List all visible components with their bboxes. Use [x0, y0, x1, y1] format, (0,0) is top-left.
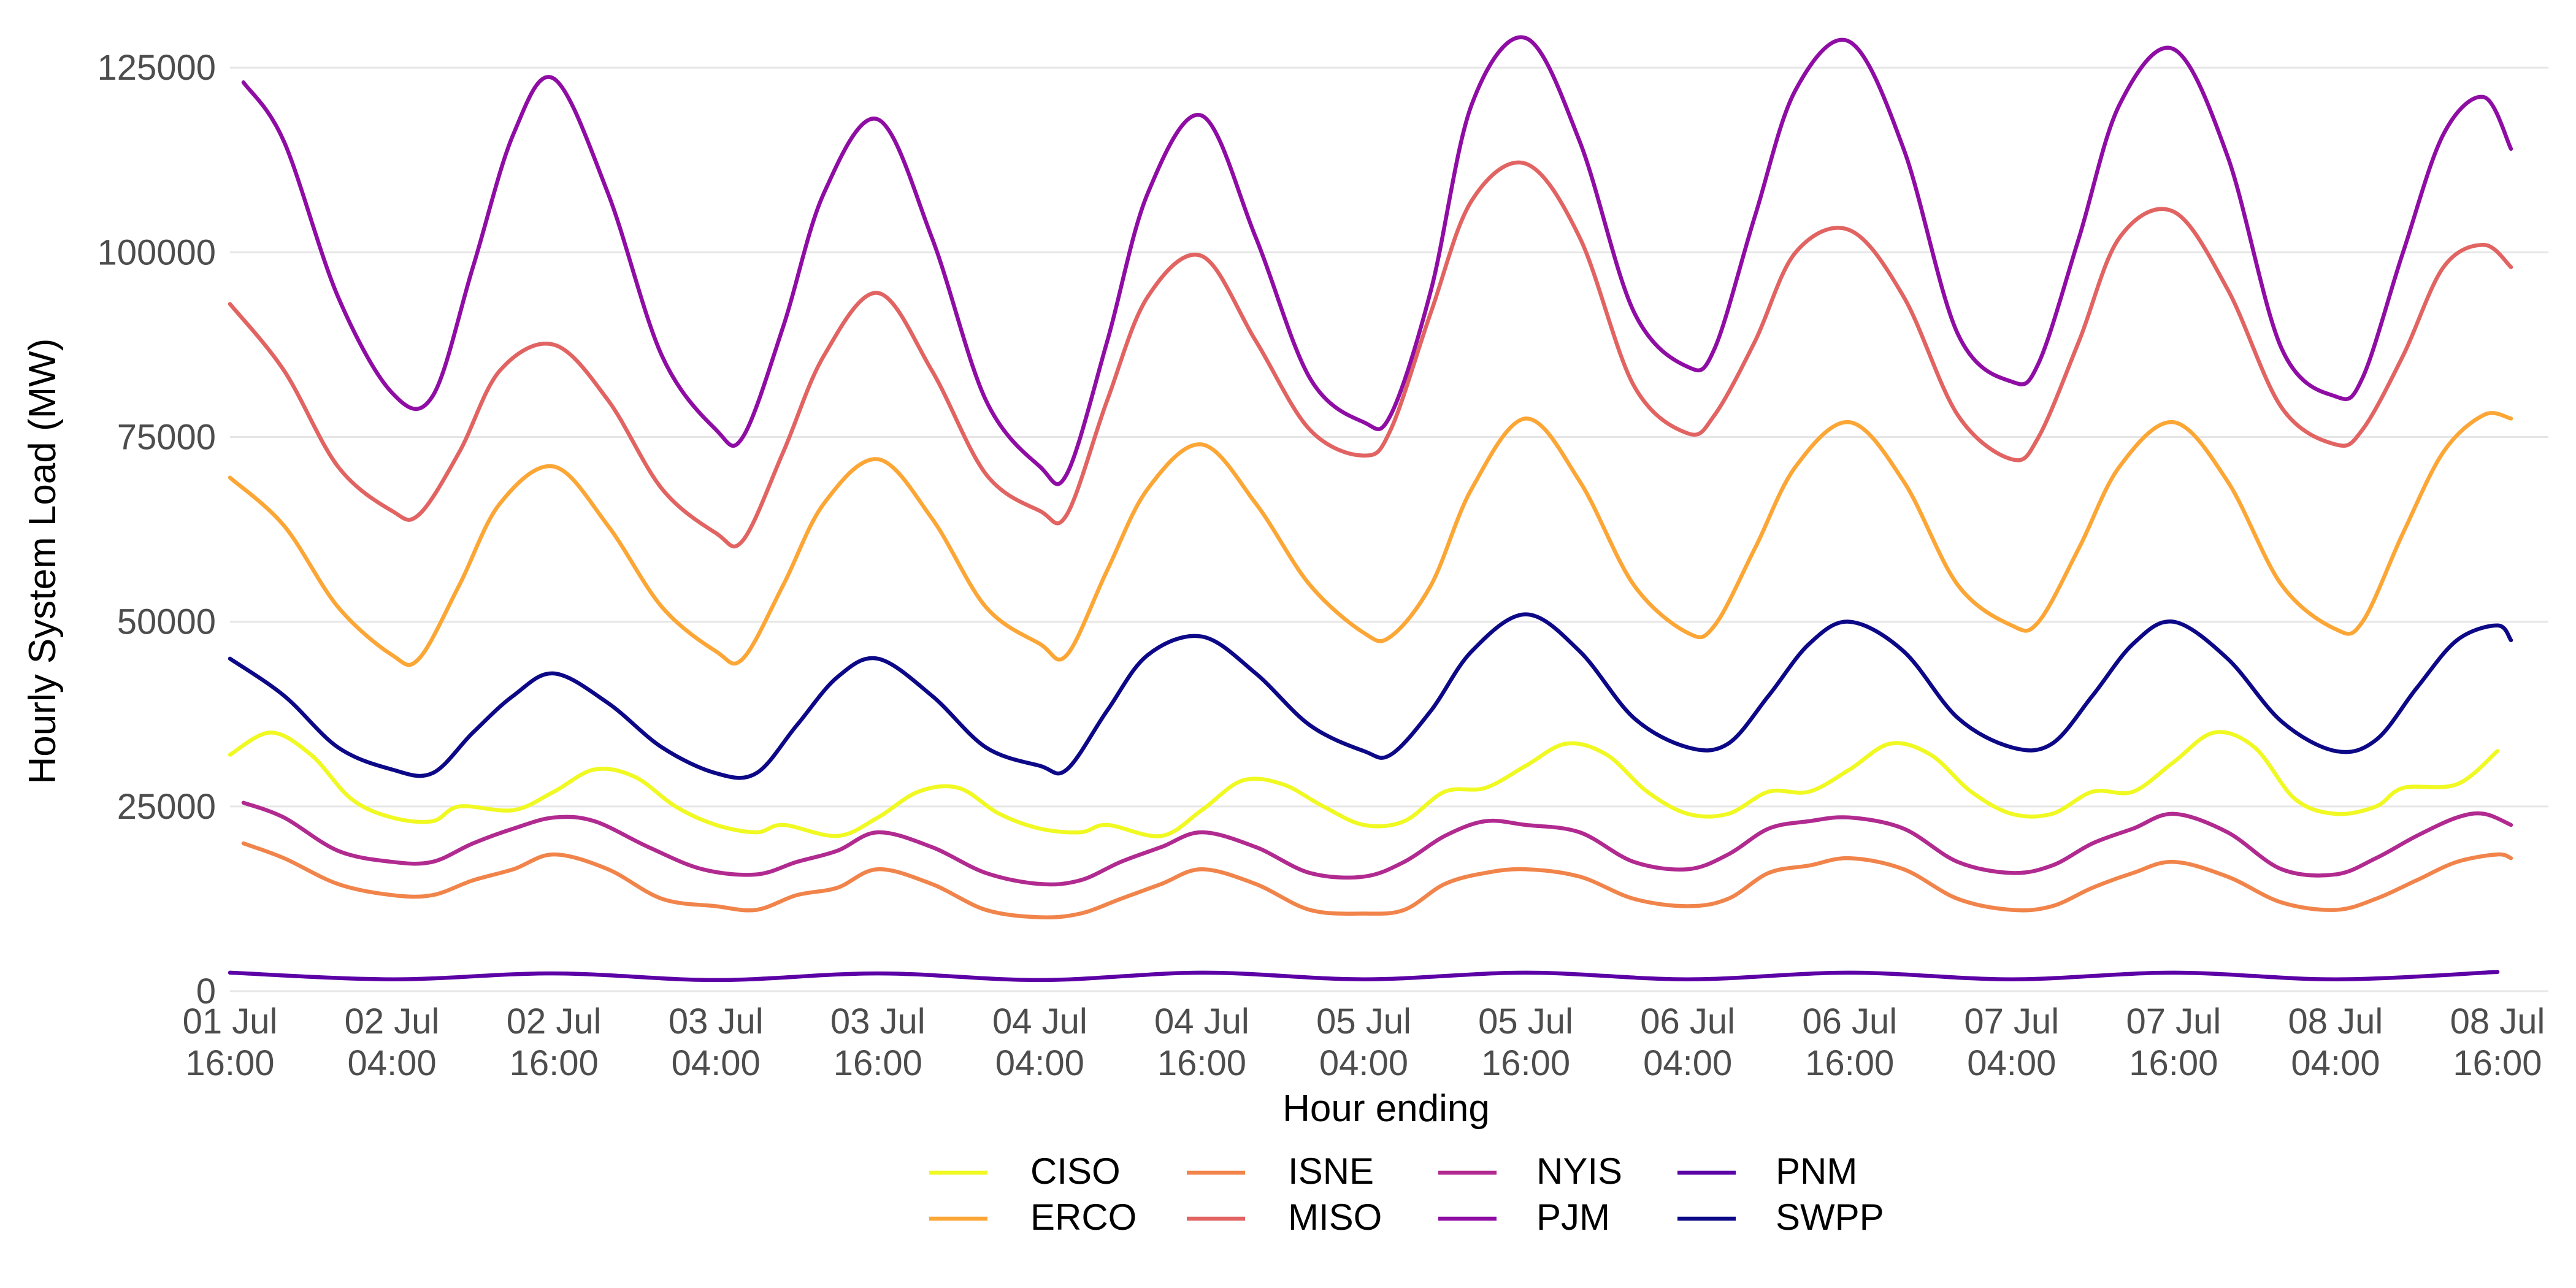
legend-item-ciso: CISO: [929, 1151, 1121, 1192]
x-tick-time: 16:00: [2129, 1043, 2218, 1083]
x-tick-date: 04 Jul: [992, 1002, 1087, 1041]
x-tick-time: 16:00: [1157, 1043, 1246, 1083]
x-tick-time: 16:00: [1481, 1043, 1570, 1083]
x-tick-time: 04:00: [1319, 1043, 1408, 1083]
legend-item-isne: ISNE: [1187, 1151, 1374, 1192]
x-tick-time: 04:00: [2291, 1043, 2380, 1083]
legend-label: ERCO: [1030, 1197, 1137, 1238]
series-line-pnm: [228, 970, 2500, 983]
x-tick-date: 08 Jul: [2288, 1002, 2383, 1041]
legend-item-miso: MISO: [1187, 1197, 1382, 1238]
x-axis-title: Hour ending: [1282, 1087, 1490, 1130]
series-line-nyis: [241, 800, 2513, 887]
x-tick-time: 04:00: [1967, 1043, 2056, 1083]
legend-label: ISNE: [1288, 1151, 1374, 1192]
x-tick-date: 05 Jul: [1316, 1002, 1411, 1041]
x-tick-time: 16:00: [185, 1043, 274, 1083]
x-tick-date: 02 Jul: [507, 1002, 602, 1041]
y-axis: 0 25000 50000 75000 100000 125000: [97, 48, 216, 1011]
x-tick-time: 04:00: [995, 1043, 1084, 1083]
x-tick-time: 16:00: [2453, 1043, 2542, 1083]
series-layer: [228, 35, 2513, 983]
legend-item-nyis: NYIS: [1438, 1151, 1622, 1192]
y-tick-label: 75000: [117, 418, 216, 458]
x-tick-date: 06 Jul: [1802, 1002, 1897, 1041]
x-tick-date: 03 Jul: [830, 1002, 926, 1041]
series-line-swpp: [228, 612, 2513, 780]
x-tick-date: 08 Jul: [2450, 1002, 2545, 1041]
x-tick-date: 07 Jul: [1964, 1002, 2059, 1041]
x-tick-date: 07 Jul: [2126, 1002, 2221, 1041]
y-tick-label: 125000: [97, 48, 216, 88]
x-tick-time: 04:00: [1643, 1043, 1732, 1083]
legend-item-erco: ERCO: [929, 1197, 1137, 1238]
legend-label: SWPP: [1776, 1197, 1884, 1238]
legend-item-pnm: PNM: [1677, 1151, 1857, 1192]
series-line-miso: [228, 160, 2513, 549]
x-tick-time: 16:00: [1805, 1043, 1894, 1083]
x-tick-date: 06 Jul: [1640, 1002, 1735, 1041]
legend-label: PJM: [1536, 1197, 1610, 1238]
legend-item-swpp: SWPP: [1677, 1197, 1884, 1238]
legend-item-pjm: PJM: [1438, 1197, 1610, 1238]
y-tick-label: 100000: [97, 232, 216, 272]
x-tick-time: 16:00: [510, 1043, 599, 1083]
series-line-pjm: [241, 35, 2513, 486]
y-tick-label: 0: [196, 972, 216, 1011]
grid-layer: [230, 66, 2548, 992]
y-tick-label: 50000: [117, 602, 216, 642]
legend: CISO ERCO ISNE MISO NYIS PJM PNM SWPP: [929, 1151, 1884, 1238]
x-tick-date: 02 Jul: [345, 1002, 440, 1041]
x-tick-date: 03 Jul: [669, 1002, 764, 1041]
legend-label: NYIS: [1536, 1151, 1622, 1192]
x-tick-date: 04 Jul: [1154, 1002, 1249, 1041]
x-tick-date: 01 Jul: [183, 1002, 278, 1041]
series-line-isne: [241, 841, 2513, 919]
series-line-erco: [228, 411, 2513, 667]
x-tick-time: 04:00: [672, 1043, 761, 1083]
y-tick-label: 25000: [117, 787, 216, 827]
legend-label: MISO: [1288, 1197, 1382, 1238]
legend-label: CISO: [1030, 1151, 1121, 1192]
legend-label: PNM: [1776, 1151, 1857, 1192]
series-line-ciso: [228, 730, 2500, 838]
x-tick-date: 05 Jul: [1478, 1002, 1573, 1041]
x-tick-time: 04:00: [347, 1043, 436, 1083]
y-axis-title: Hourly System Load (MW): [21, 339, 64, 784]
x-tick-time: 16:00: [834, 1043, 922, 1083]
